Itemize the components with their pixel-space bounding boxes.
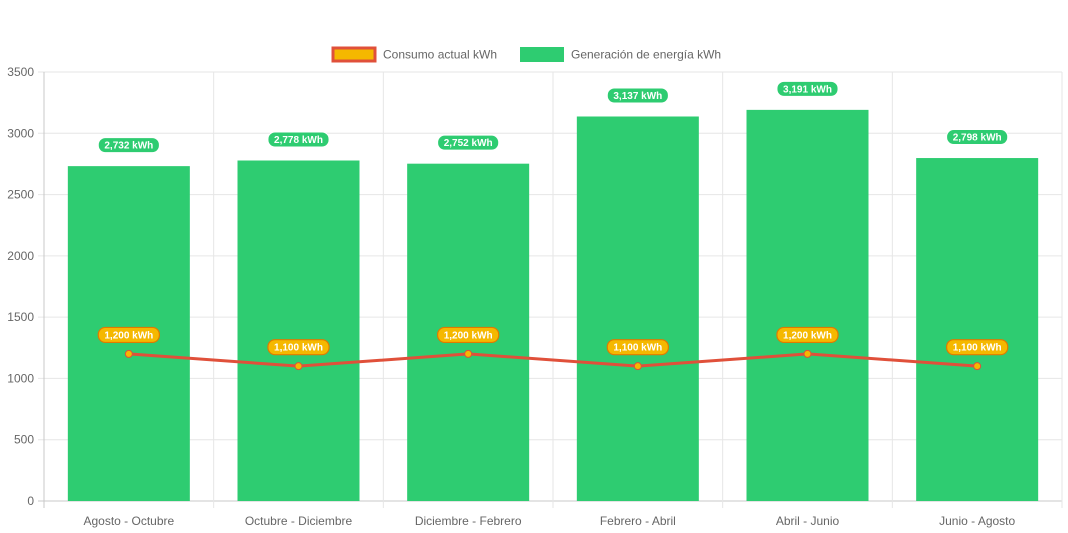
bar-data-label-text: 2,752 kWh	[444, 138, 493, 149]
line-data-label-bg	[946, 339, 1009, 356]
x-tick-label: Diciembre - Febrero	[415, 514, 522, 528]
y-tick-label: 1500	[7, 310, 34, 324]
x-tick-label: Febrero - Abril	[600, 514, 676, 528]
bar[interactable]	[576, 116, 699, 501]
grid-lines	[38, 71, 1063, 508]
line-data-label-text: 1,100 kWh	[953, 343, 1002, 354]
line-point[interactable]	[294, 362, 303, 371]
legend-label-generacion: Generación de energía kWh	[571, 48, 721, 62]
bar-data-label: 2,732 kWh	[97, 137, 160, 154]
bar-data-label-text: 2,732 kWh	[104, 141, 153, 152]
line-data-label-bg	[267, 339, 330, 356]
bar-data-label-bg	[97, 137, 160, 154]
bar-data-label: 2,778 kWh	[267, 131, 330, 148]
line-data-label-text: 1,200 kWh	[444, 330, 493, 341]
y-tick-label: 500	[14, 433, 34, 447]
y-tick-label: 1000	[7, 371, 34, 385]
line-data-label: 1,100 kWh	[606, 339, 669, 356]
y-tick-label: 3000	[7, 126, 34, 140]
line-data-label-text: 1,100 kWh	[613, 343, 662, 354]
line-series	[128, 352, 978, 368]
legend-label-consumo: Consumo actual kWh	[383, 48, 497, 62]
legend-item-generacion[interactable]: Generación de energía kWh	[520, 47, 721, 62]
bar-data-label: 2,798 kWh	[946, 129, 1009, 146]
bar[interactable]	[746, 109, 869, 501]
bar-data-label: 2,752 kWh	[437, 134, 500, 151]
line-data-label-text: 1,200 kWh	[783, 330, 832, 341]
y-tick-label: 2500	[7, 188, 34, 202]
line-data-label: 1,200 kWh	[776, 326, 839, 344]
bar[interactable]	[916, 158, 1039, 501]
line-data-label: 1,100 kWh	[946, 339, 1009, 356]
bar-data-label: 3,191 kWh	[776, 80, 839, 97]
bar-data-label-text: 2,798 kWh	[953, 133, 1002, 144]
y-tick-label: 2000	[7, 249, 34, 263]
bar-data-label-bg	[606, 87, 669, 104]
bar-data-label-bg	[946, 129, 1009, 146]
y-tick-label: 0	[27, 494, 34, 508]
bar-data-label-text: 3,191 kWh	[783, 84, 832, 95]
x-tick-label: Abril - Junio	[776, 514, 840, 528]
legend: Consumo actual kWh Generación de energía …	[331, 46, 721, 63]
x-tick-label: Octubre - Diciembre	[245, 514, 353, 528]
bar-data-label-bg	[267, 131, 330, 148]
legend-item-consumo[interactable]: Consumo actual kWh	[331, 46, 497, 63]
x-tick-label: Agosto - Octubre	[83, 514, 174, 528]
x-tick-label: Junio - Agosto	[939, 514, 1015, 528]
bar-data-label-text: 2,778 kWh	[274, 135, 323, 146]
line-data-label: 1,100 kWh	[267, 339, 330, 356]
line-data-label: 1,200 kWh	[97, 326, 160, 344]
line-data-label: 1,200 kWh	[437, 326, 500, 344]
line-point[interactable]	[464, 349, 473, 358]
line-point[interactable]	[973, 362, 982, 371]
y-tick-label: 3500	[7, 65, 34, 79]
line-data-label-bg	[776, 326, 839, 344]
bar-data-label: 3,137 kWh	[606, 87, 669, 104]
line-data-label-text: 1,200 kWh	[104, 330, 153, 341]
legend-swatch-consumo	[331, 46, 377, 63]
line-data-label-bg	[97, 326, 160, 344]
line-point[interactable]	[124, 349, 133, 358]
legend-swatch-generacion	[520, 47, 564, 62]
line-point[interactable]	[633, 362, 642, 371]
bar-data-label-bg	[776, 80, 839, 97]
line-data-label-text: 1,100 kWh	[274, 343, 323, 354]
line-data-label-bg	[606, 339, 669, 356]
line-point[interactable]	[803, 349, 812, 358]
bar-data-label-bg	[437, 134, 500, 151]
line-data-label-bg	[437, 326, 500, 344]
bar[interactable]	[237, 160, 360, 501]
bar-data-label-text: 3,137 kWh	[613, 91, 662, 102]
